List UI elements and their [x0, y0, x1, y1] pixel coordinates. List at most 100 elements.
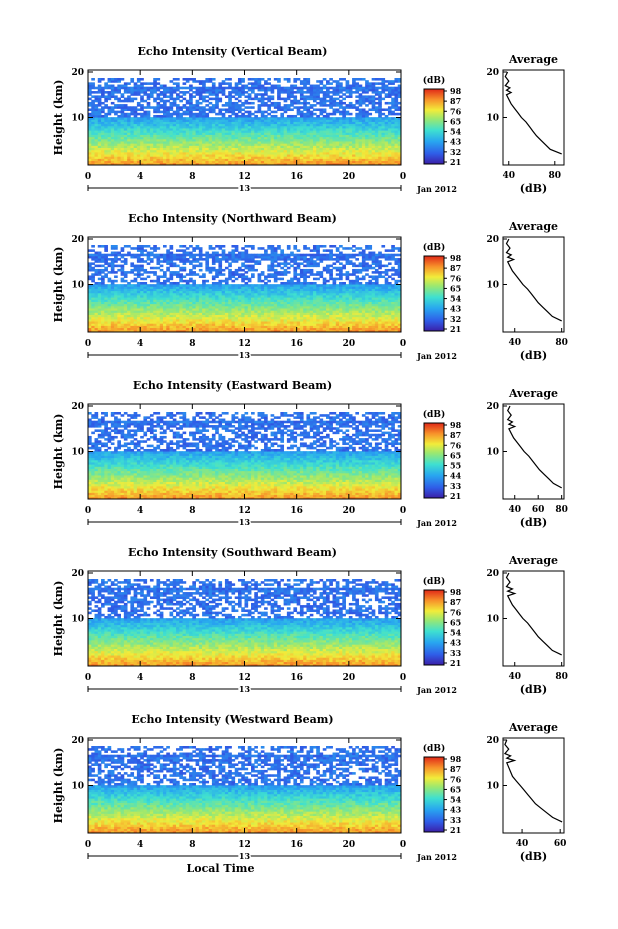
heatmap-cell	[345, 147, 350, 151]
heatmap-cell	[290, 141, 294, 144]
heatmap-cell	[91, 128, 95, 131]
heatmap-cell	[319, 123, 324, 127]
heatmap-cell	[286, 114, 291, 118]
heatmap-cell	[345, 95, 350, 98]
heatmap-cell	[299, 160, 304, 164]
heatmap-cell	[237, 86, 242, 90]
heatmap-cell	[365, 132, 369, 135]
heatmap-cell	[176, 119, 180, 122]
heatmap-cell	[97, 151, 102, 155]
heatmap-cell	[273, 78, 278, 81]
heatmap-cell	[185, 125, 190, 129]
heatmap-cell	[231, 141, 236, 144]
heatmap-cell	[322, 151, 327, 155]
heatmap-cell	[172, 149, 177, 153]
heatmap-cell	[355, 138, 360, 142]
heatmap-cell	[110, 119, 115, 122]
heatmap-cell	[391, 125, 395, 129]
heatmap-cell	[117, 78, 121, 81]
heatmap-cell	[329, 128, 333, 131]
heatmap-cell	[299, 145, 304, 148]
heatmap-cell	[244, 110, 249, 114]
heatmap-cell	[202, 117, 206, 120]
heatmap-cell	[140, 138, 144, 142]
heatmap-cell	[162, 123, 167, 127]
heatmap-cell	[110, 123, 115, 127]
heatmap-cell	[280, 86, 285, 90]
heatmap-cell	[368, 141, 373, 144]
heatmap-cell	[355, 149, 360, 153]
heatmap-cell	[185, 121, 190, 125]
heatmap-cell	[244, 106, 249, 109]
heatmap-cell	[339, 158, 343, 162]
heatmap-cell	[91, 108, 95, 112]
heatmap-cell	[156, 78, 161, 81]
heatmap-cell	[283, 162, 288, 166]
heatmap-cell	[316, 138, 320, 142]
heatmap-cell	[283, 125, 288, 129]
heatmap-cell	[189, 132, 193, 135]
heatmap-cell	[215, 149, 219, 153]
heatmap-cell	[192, 162, 196, 166]
heatmap-cell	[257, 149, 262, 153]
heatmap-cell	[228, 78, 232, 81]
heatmap-cell	[352, 119, 356, 122]
heatmap-cell	[120, 160, 125, 164]
heatmap-cell	[237, 125, 242, 129]
heatmap-cell	[140, 130, 144, 133]
heatmap-cell	[270, 147, 275, 151]
heatmap-cell	[306, 147, 311, 151]
heatmap-cell	[91, 125, 95, 129]
heatmap-cell	[211, 134, 216, 138]
heatmap-cell	[153, 123, 157, 127]
heatmap-cell	[335, 138, 340, 142]
heatmap-cell	[339, 138, 343, 142]
heatmap-cell	[198, 149, 203, 153]
heatmap-cell	[228, 117, 232, 120]
heatmap-cell	[309, 123, 314, 127]
heatmap-cell	[342, 78, 346, 81]
heatmap-cell	[309, 160, 314, 164]
heatmap-cell	[136, 112, 141, 116]
heatmap-cell	[162, 154, 167, 157]
heatmap-cell	[303, 132, 307, 135]
heatmap-cell	[264, 145, 268, 148]
heatmap-cell	[215, 132, 219, 135]
heatmap-cell	[215, 141, 219, 144]
heatmap-cell	[332, 119, 337, 122]
heatmap-cell	[260, 156, 265, 159]
heatmap-cell	[202, 136, 206, 140]
heatmap-cell	[296, 145, 301, 148]
heatmap-cell	[117, 114, 121, 118]
heatmap-cell	[332, 158, 337, 162]
heatmap-cell	[123, 145, 128, 148]
heatmap-cell	[322, 110, 327, 114]
heatmap-cell	[397, 112, 402, 116]
heatmap-cell	[358, 114, 363, 118]
heatmap-cell	[342, 119, 346, 122]
heatmap-cell	[306, 114, 311, 118]
heatmap-cell	[348, 117, 353, 120]
heatmap-cell	[322, 138, 327, 142]
heatmap-cell	[176, 160, 180, 164]
heatmap-cell	[378, 130, 382, 133]
heatmap-cell	[322, 84, 327, 88]
heatmap-cell	[224, 160, 229, 164]
heatmap-cell	[237, 136, 242, 140]
heatmap-cell	[251, 128, 255, 131]
heatmap-cell	[130, 106, 135, 109]
heatmap-cell	[169, 101, 174, 105]
heatmap-cell	[208, 97, 213, 101]
heatmap-cell	[241, 84, 245, 88]
heatmap-cell	[179, 86, 183, 90]
heatmap-cell	[162, 162, 167, 166]
heatmap-cell	[391, 143, 395, 146]
heatmap-cell	[368, 119, 373, 122]
heatmap-cell	[296, 149, 301, 153]
heatmap-cell	[332, 136, 337, 140]
heatmap-cell	[303, 160, 307, 164]
heatmap-cell	[381, 160, 386, 164]
heatmap-cell	[378, 78, 382, 81]
heatmap-cell	[247, 106, 252, 109]
heatmap-cell	[101, 149, 105, 153]
